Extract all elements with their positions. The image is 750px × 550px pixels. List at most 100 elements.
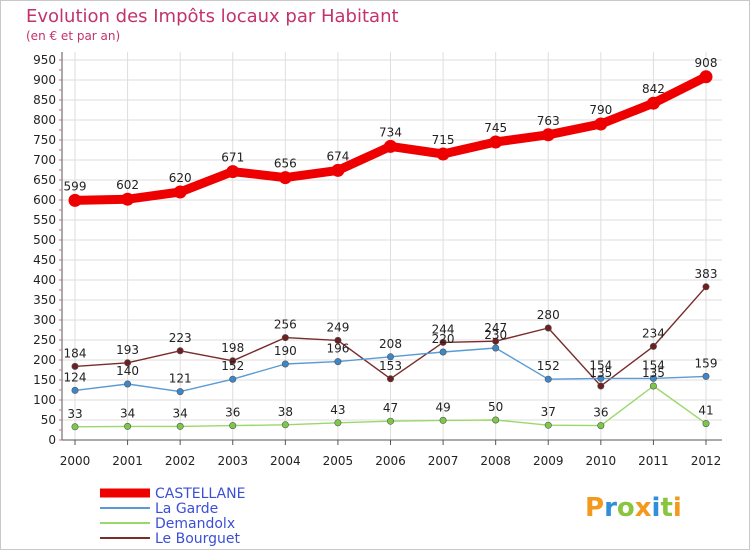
data-point — [489, 135, 503, 149]
data-point — [334, 336, 342, 344]
data-point — [649, 342, 657, 350]
legend-entry-demandolx: Demandolx — [100, 516, 235, 532]
legend-label: Demandolx — [155, 516, 235, 532]
series-le-bourguet — [71, 283, 710, 390]
data-point — [226, 165, 240, 179]
series-demandolx — [71, 382, 710, 431]
y-tick-label: 450 — [33, 253, 56, 267]
data-label: 198 — [221, 341, 244, 355]
data-point — [544, 324, 552, 332]
x-tick-label: 2008 — [480, 454, 511, 468]
data-label: 124 — [64, 370, 87, 384]
y-tick-label: 950 — [33, 53, 56, 67]
data-point — [541, 128, 555, 142]
data-label: 208 — [379, 337, 402, 351]
data-label: 36 — [225, 406, 240, 420]
legend-entry-le-bourguet: Le Bourguet — [100, 531, 241, 547]
data-point — [124, 380, 132, 388]
y-tick-label: 0 — [48, 433, 56, 447]
data-point — [386, 353, 394, 361]
data-labels-layer: 599 602 620 671 656 674 734 715 745 763 790 842 908 1… — [64, 56, 718, 421]
x-tick-label: 2006 — [375, 454, 406, 468]
data-point — [702, 283, 710, 291]
x-tick-label: 2010 — [586, 454, 617, 468]
data-point — [544, 421, 552, 429]
data-label: 36 — [593, 406, 608, 420]
data-label: 34 — [173, 406, 188, 420]
data-label: 190 — [274, 344, 297, 358]
logo-text: Proxiti — [585, 493, 682, 523]
data-label: 620 — [169, 171, 192, 185]
y-tick-label: 700 — [33, 153, 56, 167]
data-point — [229, 357, 237, 365]
logo-letter: r — [604, 493, 617, 523]
logo-letter: o — [617, 493, 635, 523]
data-label: 745 — [484, 121, 507, 135]
data-point — [173, 185, 187, 199]
x-tick-label: 2005 — [323, 454, 354, 468]
y-tick-label: 300 — [33, 313, 56, 327]
series-la-garde — [71, 344, 710, 396]
y-tick-label: 600 — [33, 193, 56, 207]
y-tick-label: 200 — [33, 353, 56, 367]
data-label: 140 — [116, 364, 139, 378]
data-label: 599 — [64, 179, 87, 193]
data-label: 790 — [589, 103, 612, 117]
data-label: 37 — [541, 405, 556, 419]
data-label: 674 — [326, 149, 349, 163]
data-point — [176, 388, 184, 396]
data-label: 135 — [589, 366, 612, 380]
axes — [59, 52, 722, 445]
data-point — [71, 362, 79, 370]
chart-title: Evolution des Impôts locaux par Habitant — [26, 6, 399, 27]
data-point — [121, 192, 135, 206]
data-point — [334, 358, 342, 366]
data-label: 763 — [537, 114, 560, 128]
data-point — [492, 416, 500, 424]
y-tick-label: 550 — [33, 213, 56, 227]
data-label: 383 — [695, 267, 718, 281]
y-tick-label: 750 — [33, 133, 56, 147]
data-label: 184 — [64, 346, 87, 360]
data-label: 153 — [379, 359, 402, 373]
data-point — [124, 359, 132, 367]
proxiti-logo: Proxiti — [585, 493, 682, 523]
data-label: 152 — [537, 359, 560, 373]
data-point — [229, 375, 237, 383]
y-tick-label: 800 — [33, 113, 56, 127]
logo-letter: i — [673, 493, 682, 523]
data-point — [278, 171, 292, 185]
data-point — [439, 348, 447, 356]
x-tick-label: 2009 — [533, 454, 564, 468]
x-axis-ticks: 2000 2001 2002 2003 2004 2005 2006 2007 2008 2009… — [60, 454, 722, 468]
data-label: 50 — [488, 400, 503, 414]
legend-entry-castellane: CASTELLANE — [100, 486, 245, 502]
data-point — [71, 386, 79, 394]
y-tick-label: 650 — [33, 173, 56, 187]
data-label: 154 — [642, 358, 665, 372]
y-axis-ticks: 0 50 100 150 200 250 300 350 400 450 500 550 600 650 7… — [33, 53, 56, 447]
data-point — [492, 344, 500, 352]
data-point — [594, 117, 608, 131]
chart-subtitle: (en € et par an) — [26, 29, 120, 43]
data-label: 249 — [326, 320, 349, 334]
series-castellane — [68, 70, 713, 207]
data-point — [331, 163, 345, 177]
x-tick-label: 2007 — [428, 454, 459, 468]
data-point — [544, 375, 552, 383]
y-tick-label: 50 — [41, 413, 56, 427]
data-point — [702, 420, 710, 428]
data-label: 656 — [274, 157, 297, 171]
y-tick-label: 350 — [33, 293, 56, 307]
data-label: 49 — [435, 400, 450, 414]
legend-label: Le Bourguet — [155, 531, 241, 547]
logo-letter: i — [652, 493, 661, 523]
data-point — [68, 193, 82, 207]
data-point — [646, 96, 660, 110]
y-tick-label: 100 — [33, 393, 56, 407]
x-tick-label: 2000 — [60, 454, 91, 468]
data-point — [71, 423, 79, 431]
data-label: 33 — [67, 407, 82, 421]
data-label: 135 — [642, 366, 665, 380]
